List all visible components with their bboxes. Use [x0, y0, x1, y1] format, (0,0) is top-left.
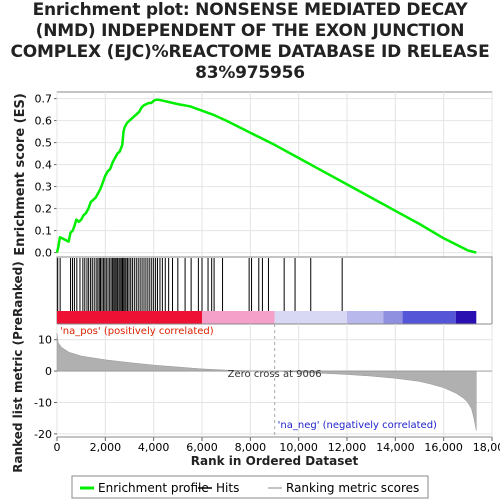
title-line-3: COMPLEX (EJC)%REACTOME DATABASE ID RELEA…	[10, 42, 490, 62]
metric-tick-label: -20	[34, 428, 52, 441]
metric-tick-label: 0	[45, 365, 52, 378]
rank-color-band	[202, 311, 275, 324]
metric-axis-label: Ranked list metric (PreRanked)	[11, 261, 25, 473]
es-plot-frame	[56, 91, 493, 258]
pos-label: 'na_pos' (positively correlated)	[60, 326, 214, 337]
zero-cross-label: Zero cross at 9006	[228, 369, 322, 380]
x-tick-label: 16,000	[424, 441, 463, 454]
legend-label: Ranking metric scores	[286, 481, 419, 495]
es-panel: 0.0 0.1 0.2 0.3 0.4 0.5 0.6 0.7 Enrichment score…	[13, 91, 493, 260]
rank-color-band	[383, 311, 403, 324]
x-tick-label: 6,000	[186, 441, 218, 454]
rank-color-band	[402, 311, 456, 324]
legend-box	[71, 475, 429, 499]
es-tick-label: 0.0	[35, 247, 53, 260]
es-tick-label: 0.7	[35, 93, 53, 106]
neg-label: 'na_neg' (negatively correlated)	[278, 420, 437, 431]
title-line-1: Enrichment plot: NONSENSE MEDIATED DECAY	[32, 0, 468, 20]
metric-tick-label: -10	[34, 396, 52, 409]
es-axis-label: Enrichment score (ES)	[13, 93, 28, 256]
x-tick-label: 10,000	[279, 441, 318, 454]
x-tick-label: 2,000	[90, 441, 122, 454]
es-tick-label: 0.6	[35, 115, 53, 128]
legend: Enrichment profile Hits Ranking metric sco…	[71, 475, 429, 499]
metric-area	[56, 333, 477, 431]
legend-label: Enrichment profile	[98, 481, 209, 495]
es-tick-label: 0.4	[35, 159, 53, 172]
rank-color-band	[274, 311, 347, 324]
es-series-line	[55, 98, 477, 254]
metric-panel: 10 0 -10 -20 Zero cross at 9006 'na_pos' (pos…	[11, 261, 500, 473]
x-tick-label: 4,000	[138, 441, 170, 454]
chart-title: Enrichment plot: NONSENSE MEDIATED DECAY…	[0, 0, 500, 84]
es-tick-label: 0.3	[35, 181, 53, 194]
es-tick-label: 0.5	[35, 137, 53, 150]
rank-color-band	[347, 311, 384, 324]
x-tick-label: 12,000	[328, 441, 367, 454]
x-tick-label: 14,000	[376, 441, 415, 454]
es-tick-label: 0.1	[35, 225, 53, 238]
hits-panel	[56, 256, 493, 325]
title-line-2: (NMD) INDEPENDENT OF THE EXON JUNCTION	[35, 21, 465, 41]
x-tick-label: 8,000	[235, 441, 267, 454]
legend-label: Hits	[216, 481, 239, 495]
metric-tick-label: 10	[38, 334, 52, 347]
es-tick-label: 0.2	[35, 203, 53, 216]
x-tick-label: 18,000	[473, 441, 500, 454]
rank-color-band	[57, 311, 202, 324]
x-axis-label: Rank in Ordered Dataset	[191, 454, 359, 468]
title-line-4: 83%975956	[195, 63, 305, 83]
x-tick-label: 0	[54, 441, 61, 454]
rank-color-band	[455, 311, 477, 324]
